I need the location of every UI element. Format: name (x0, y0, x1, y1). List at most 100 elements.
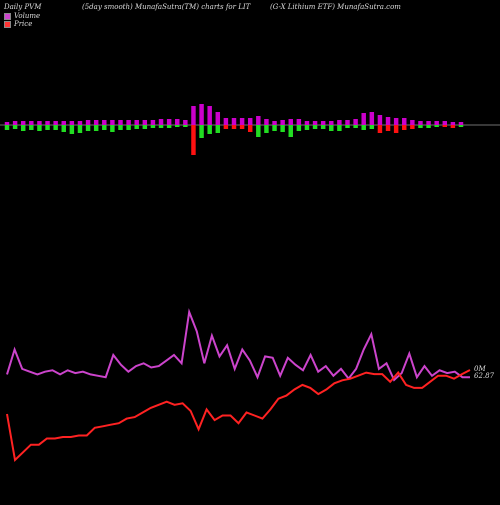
pvm-bar-down (134, 125, 139, 129)
pvm-bar-up (345, 120, 350, 125)
pvm-bar-down (264, 125, 269, 133)
pvm-bar-up (426, 121, 431, 125)
chart-title-center: (5day smooth) MunafaSutra(TM) charts for… (82, 3, 251, 11)
pvm-bar-up (29, 121, 34, 125)
pvm-bar-up (231, 118, 237, 125)
pvm-bar-down (93, 125, 99, 131)
pvm-bar-down (223, 125, 229, 129)
pvm-bar-down (345, 125, 350, 128)
pvm-bar-up (53, 121, 58, 125)
pvm-bar-up (183, 120, 188, 125)
pvm-bar-up (280, 120, 285, 125)
pvm-bar-down (426, 125, 431, 128)
pvm-bar-up (264, 119, 269, 125)
pvm-bar-down (126, 125, 131, 130)
pvm-bar-down (458, 125, 464, 127)
pvm-bar-up (118, 120, 123, 125)
pvm-bar-up (215, 112, 221, 125)
pvm-bar-down (191, 125, 196, 155)
pvm-bar-down (361, 125, 366, 130)
pvm-bar-down (272, 125, 277, 131)
pvm-bar-down (37, 125, 42, 131)
pvm-bar-up (361, 113, 366, 125)
pvm-bar-down (102, 125, 107, 130)
pvm-bar-down (239, 125, 245, 129)
pvm-bar-down (418, 125, 423, 128)
pvm-bars (4, 104, 464, 155)
legend-price-label: Price (14, 20, 33, 28)
pvm-bar-down (385, 125, 391, 131)
price-line (6, 369, 471, 463)
pvm-bar-up (369, 112, 375, 125)
pvm-bar-up (142, 120, 148, 125)
pvm-bar-up (166, 119, 172, 125)
pvm-bar-down (12, 125, 18, 129)
pvm-bar-up (337, 120, 342, 125)
volume-end-label: 0M (474, 365, 486, 373)
price-end-label: 62.87 (474, 372, 495, 380)
pvm-bar-down (69, 125, 75, 134)
volume-line (6, 308, 470, 382)
pvm-bar-down (296, 125, 302, 131)
pvm-bar-up (410, 120, 415, 125)
pvm-bar-up (312, 121, 318, 125)
pvm-bar-down (369, 125, 375, 129)
pvm-bar-down (337, 125, 342, 131)
pvm-bar-up (134, 120, 139, 125)
legend-volume-label: Volume (14, 12, 41, 20)
pvm-bar-down (4, 125, 10, 130)
pvm-bar-down (61, 125, 66, 132)
pvm-bar-down (231, 125, 237, 129)
pvm-bar-up (191, 106, 196, 125)
pvm-bar-up (175, 119, 180, 125)
pvm-bar-down (434, 125, 439, 127)
pvm-bar-up (272, 121, 277, 125)
pvm-bar-up (223, 118, 229, 125)
pvm-bar-up (45, 121, 50, 125)
pvm-bar-down (402, 125, 407, 130)
pvm-bar-up (393, 118, 399, 125)
pvm-bar-down (288, 125, 293, 137)
legend-price: Price (4, 20, 32, 28)
pvm-bar-down (410, 125, 415, 129)
pvm-bar-down (320, 125, 326, 129)
pvm-bar-up (402, 118, 407, 125)
pvm-bar-up (377, 115, 383, 125)
pvm-bar-up (304, 121, 310, 125)
pvm-bar-down (142, 125, 148, 129)
pvm-bar-down (118, 125, 123, 130)
pvm-bar-down (85, 125, 91, 131)
pvm-bar-up (288, 119, 293, 125)
pvm-bar-up (150, 120, 156, 125)
pvm-bar-up (256, 116, 261, 125)
pvm-bar-up (353, 119, 358, 125)
pvm-bar-up (158, 119, 164, 125)
pvm-bar-up (385, 117, 391, 125)
pvm-bar-up (418, 121, 423, 125)
pvm-bar-down (199, 125, 204, 138)
pvm-bar-down (256, 125, 261, 137)
pvm-bar-up (61, 121, 66, 125)
pvm-bar-down (304, 125, 310, 130)
pvm-bar-down (353, 125, 358, 128)
pvm-bar-up (4, 122, 10, 125)
pvm-bar-up (126, 120, 131, 125)
pvm-bar-down (215, 125, 221, 133)
pvm-bar-down (29, 125, 34, 130)
pvm-bar-up (102, 120, 107, 125)
pvm-bar-down (442, 125, 448, 127)
pvm-bar-up (450, 122, 456, 125)
pvm-bar-down (150, 125, 156, 128)
legend-price-swatch (4, 20, 11, 28)
pvm-bar-up (110, 120, 115, 125)
pvm-bar-down (329, 125, 334, 131)
pvm-bar-down (77, 125, 83, 133)
pvm-bar-up (442, 121, 448, 125)
chart-title-right: (G-X Lithium ETF) MunafaSutra.com (270, 3, 401, 11)
pvm-bar-down (393, 125, 399, 133)
pvm-bar-up (329, 121, 334, 125)
pvm-bar-down (207, 125, 212, 134)
